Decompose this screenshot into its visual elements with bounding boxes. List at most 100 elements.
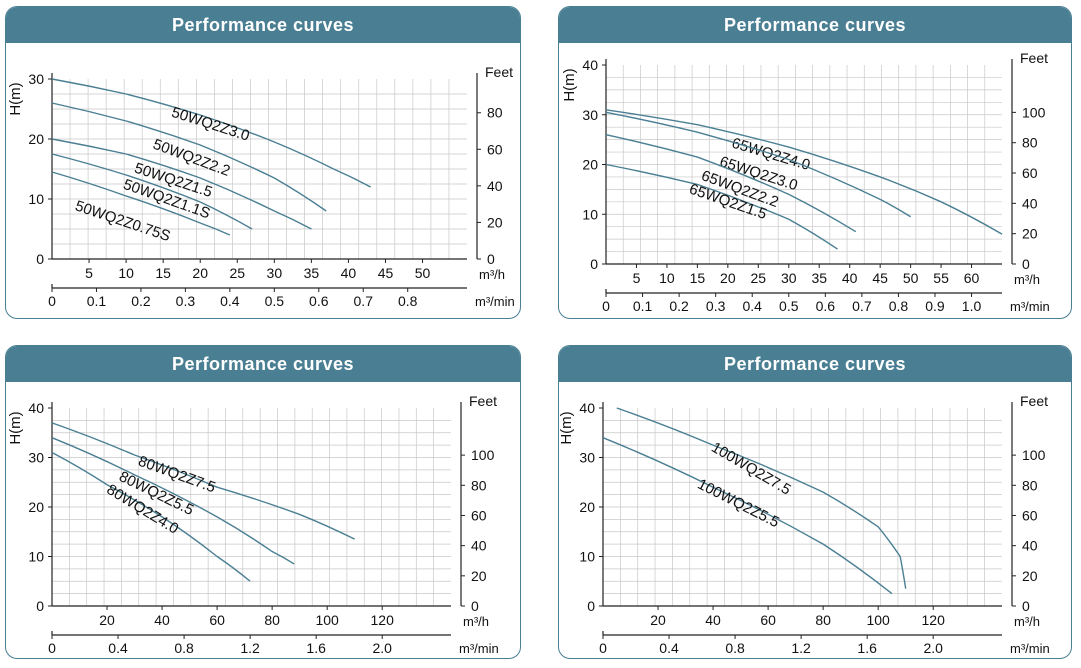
x2-tick-label: 0.3 [176, 293, 196, 309]
y-right-tick-label: 60 [1022, 507, 1038, 523]
x-tick-label: 50 [415, 265, 431, 281]
series-line-65WQ2Z3.0 [605, 111, 911, 218]
x2-tick-label: 1.0 [962, 298, 982, 314]
y-tick-label: 30 [582, 107, 598, 123]
y-right-tick-label: 40 [1022, 195, 1038, 211]
chart-panel-4: Performance curves 0 10 20 30 40 H(m) 0 20 40 60 8… [558, 345, 1072, 659]
y-tick-label: 0 [36, 598, 44, 614]
y-right-tick-label: 0 [1022, 256, 1030, 272]
x-tick-label: 25 [751, 270, 767, 286]
x-tick-label: 60 [964, 270, 980, 286]
y-right-axis-label: Feet [469, 393, 497, 409]
x2-axis-label: m³/min [475, 294, 515, 309]
y-right-tick-label: 20 [487, 214, 503, 230]
x2-tick-label: 0.2 [131, 293, 151, 309]
x2-tick-label: 0.1 [87, 293, 107, 309]
x-tick-label: 15 [155, 265, 171, 281]
panel-title-4: Performance curves [559, 346, 1071, 382]
y-right-tick-label: 80 [1022, 477, 1038, 493]
y-right-tick-label: 100 [1022, 104, 1046, 120]
y-tick-label: 20 [579, 499, 595, 515]
y-tick-label: 10 [28, 191, 44, 207]
series-line-65WQ2Z2.2 [605, 133, 857, 233]
x-tick-label: 5 [85, 265, 93, 281]
x2-tick-label: 2.0 [923, 640, 943, 656]
x2-tick-label: 0.7 [852, 298, 872, 314]
x2-tick-label: 0.8 [889, 298, 909, 314]
y-axis-label: H(m) [7, 411, 24, 444]
x2-tick-label: 0.4 [659, 640, 679, 656]
y-right-tick-label: 20 [1022, 568, 1038, 584]
y-right-axis-label: Feet [1020, 50, 1048, 66]
x2-tick-label: 0.1 [633, 298, 653, 314]
series-line-50WQ2Z0.75S [51, 171, 231, 236]
x2-tick-label: 0.4 [108, 640, 128, 656]
x2-tick-label: 0 [602, 298, 610, 314]
x2-tick-label: 0 [48, 293, 56, 309]
x-tick-label: 80 [264, 612, 280, 628]
panel-title-2: Performance curves [559, 7, 1071, 43]
x2-tick-label: 0 [599, 640, 607, 656]
chart-panel-1: Performance curves 0 10 20 30 H(m) 0 20 40 60 80 F… [5, 6, 521, 319]
y-tick-label: 40 [28, 400, 44, 416]
y-right-tick-label: 60 [1022, 165, 1038, 181]
x-tick-label: 10 [659, 270, 675, 286]
x2-tick-label: 1.6 [857, 640, 877, 656]
series-line-65WQ2Z1.5 [605, 163, 838, 250]
x-tick-label: 45 [378, 265, 394, 281]
x-tick-label: 30 [267, 265, 283, 281]
x-tick-label: 60 [209, 612, 225, 628]
x-tick-label: 20 [192, 265, 208, 281]
x-axis-label: m³/h [463, 614, 489, 629]
x-tick-label: 40 [341, 265, 357, 281]
y-tick-label: 10 [582, 206, 598, 222]
y-right-tick-label: 80 [471, 477, 487, 493]
x-tick-label: 35 [304, 265, 320, 281]
y-tick-label: 20 [582, 157, 598, 173]
x2-tick-label: 0.6 [309, 293, 329, 309]
x-axis-label: m³/h [479, 267, 505, 282]
series-line-50WQ2Z1.5 [51, 138, 312, 230]
grid-1 [52, 79, 467, 259]
x2-axis-label: m³/min [1010, 299, 1050, 314]
y-tick-label: 40 [582, 57, 598, 73]
panel-title-3: Performance curves [6, 346, 520, 382]
y-right-tick-label: 0 [487, 251, 495, 267]
x2-tick-label: 0.8 [174, 640, 194, 656]
x2-tick-label: 1.2 [791, 640, 811, 656]
x2-tick-label: 0.7 [354, 293, 374, 309]
x-axis-label: m³/h [1014, 614, 1040, 629]
y-right-tick-label: 60 [471, 507, 487, 523]
x2-axis-label: m³/min [459, 641, 499, 656]
y-right-tick-label: 40 [1022, 538, 1038, 554]
y-tick-label: 0 [587, 598, 595, 614]
x-tick-label: 45 [872, 270, 888, 286]
grid-2 [606, 65, 1002, 264]
series-line-50WQ2Z3.0 [51, 78, 371, 188]
series-line-50WQ2Z1.1S [51, 153, 253, 230]
y-tick-label: 40 [579, 400, 595, 416]
y-right-tick-label: 20 [471, 568, 487, 584]
x-tick-label: 120 [922, 612, 946, 628]
x2-tick-label: 0.5 [265, 293, 285, 309]
y-right-axis-label: Feet [485, 64, 513, 80]
y-tick-label: 0 [36, 251, 44, 267]
y-tick-label: 30 [28, 71, 44, 87]
x-tick-label: 120 [371, 612, 395, 628]
x-tick-label: 40 [154, 612, 170, 628]
grid-3 [52, 408, 451, 606]
x2-tick-label: 0.3 [706, 298, 726, 314]
y-right-tick-label: 60 [487, 141, 503, 157]
x-tick-label: 50 [903, 270, 919, 286]
x-tick-label: 20 [720, 270, 736, 286]
series-line-80WQ2Z7.5 [51, 422, 356, 540]
x2-tick-label: 0.9 [925, 298, 945, 314]
y-right-tick-label: 40 [471, 538, 487, 554]
x-tick-label: 20 [99, 612, 115, 628]
y-right-tick-label: 0 [471, 598, 479, 614]
x2-tick-label: 0.4 [220, 293, 240, 309]
x2-tick-label: 0.2 [669, 298, 689, 314]
x2-tick-label: 0.4 [742, 298, 762, 314]
